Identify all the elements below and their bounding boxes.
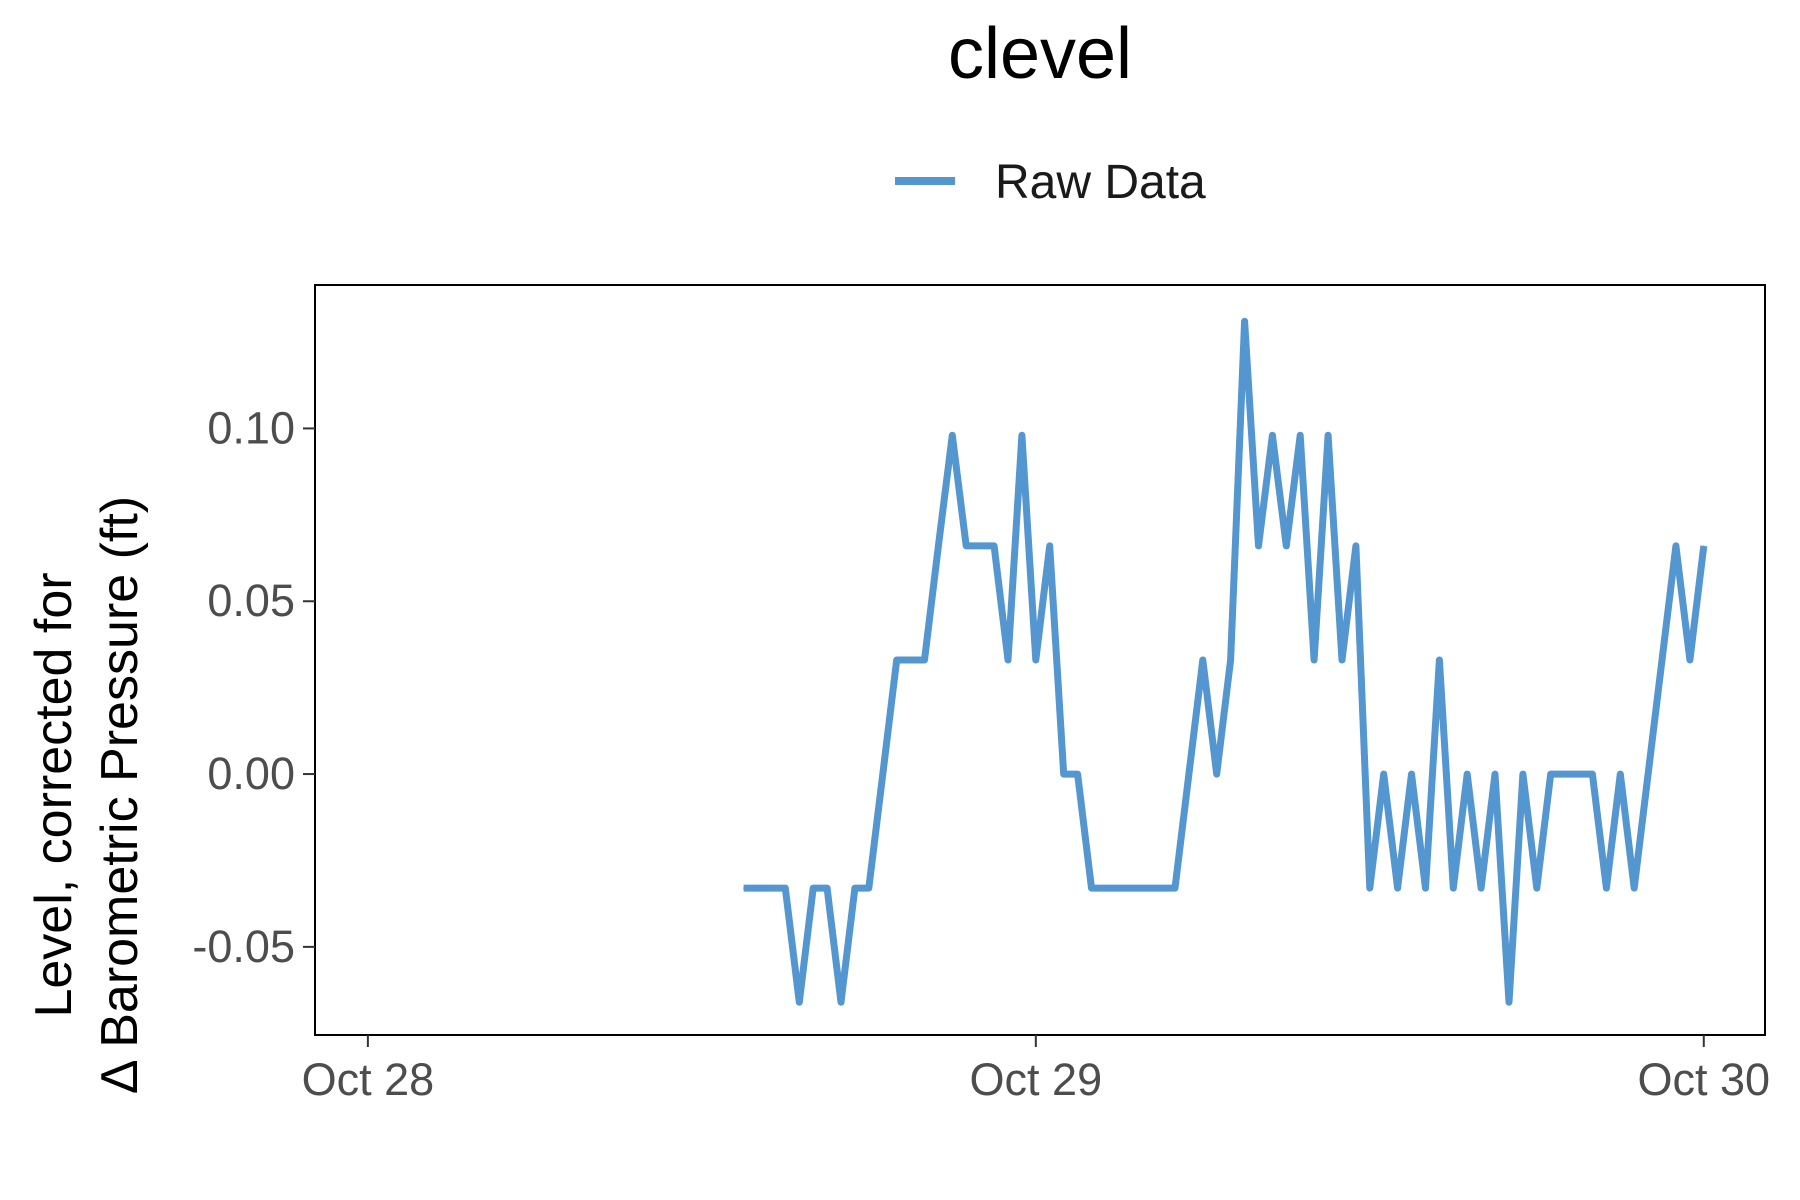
data-point	[1146, 887, 1148, 889]
data-point	[1425, 887, 1426, 889]
data-point	[882, 773, 884, 775]
data-point	[924, 659, 925, 661]
data-point	[1689, 659, 1691, 661]
data-point	[1132, 887, 1134, 889]
data-point	[1550, 773, 1552, 775]
data-point	[1703, 545, 1705, 547]
data-point	[1397, 887, 1399, 889]
data-point	[1007, 659, 1009, 661]
y-tick-label: -0.05	[192, 921, 295, 972]
data-point	[1063, 773, 1065, 775]
y-tick-label: 0.00	[207, 748, 295, 799]
data-point	[1647, 773, 1649, 775]
data-point	[1341, 659, 1343, 661]
data-point	[1258, 545, 1259, 547]
data-point	[993, 545, 995, 547]
data-point	[965, 545, 967, 547]
y-axis: -0.05 0.00 0.05 0.10	[192, 402, 315, 972]
data-point	[1104, 887, 1106, 889]
data-point	[1383, 773, 1385, 775]
y-axis-title-line-1: Level, corrected for	[25, 572, 83, 1017]
data-point	[1077, 773, 1079, 775]
data-point	[1202, 659, 1204, 661]
data-point	[1216, 773, 1218, 775]
data-point	[1411, 773, 1412, 775]
data-point	[1675, 545, 1677, 547]
data-point	[937, 545, 939, 547]
data-point	[1536, 887, 1538, 889]
data-point	[1285, 545, 1287, 547]
data-point	[1452, 887, 1454, 889]
plot-panel-border	[314, 284, 1766, 1036]
chart-title: clevel	[948, 14, 1132, 94]
data-point	[854, 887, 856, 889]
data-point	[1480, 887, 1482, 889]
data-point	[1466, 773, 1468, 775]
series-layer	[743, 317, 1708, 1006]
data-point	[757, 887, 758, 889]
series-line-raw-data	[743, 317, 1708, 1006]
data-point	[1522, 773, 1524, 775]
y-tick-label: 0.05	[207, 575, 295, 626]
data-point	[840, 1001, 842, 1003]
data-point	[1091, 887, 1092, 889]
data-point	[1230, 659, 1232, 661]
data-point	[1355, 545, 1357, 547]
data-point	[1188, 773, 1190, 775]
x-tick-label: Oct 28	[302, 1054, 435, 1105]
data-point	[1369, 887, 1371, 889]
y-tick-label: 0.10	[207, 402, 295, 453]
data-point	[1174, 887, 1176, 889]
data-point	[1605, 887, 1607, 889]
data-point	[1327, 434, 1329, 436]
data-point	[743, 887, 745, 889]
data-point	[826, 887, 828, 889]
data-point	[1299, 434, 1301, 436]
data-point	[1591, 773, 1593, 775]
data-point	[979, 545, 981, 547]
y-axis-title: Level, corrected for Δ Barometric Pressu…	[25, 496, 149, 1094]
x-tick-label: Oct 30	[1637, 1054, 1770, 1105]
data-point	[784, 887, 786, 889]
data-point	[1633, 887, 1635, 889]
data-point	[1564, 773, 1566, 775]
x-tick-label: Oct 29	[970, 1054, 1103, 1105]
data-point	[1035, 659, 1037, 661]
data-point	[910, 659, 912, 661]
data-point	[812, 887, 814, 889]
data-point	[1049, 545, 1051, 547]
data-point	[1244, 320, 1246, 322]
data-point	[896, 659, 898, 661]
data-point	[1438, 659, 1440, 661]
legend-label-raw-data: Raw Data	[995, 156, 1206, 209]
data-point	[1118, 887, 1120, 889]
data-point	[1578, 773, 1579, 775]
data-point	[770, 887, 772, 889]
data-point	[951, 434, 953, 436]
data-point	[1661, 659, 1663, 661]
data-point	[1160, 887, 1162, 889]
x-axis: Oct 28 Oct 29 Oct 30	[302, 1035, 1770, 1105]
data-point	[1619, 773, 1621, 775]
data-point	[1494, 773, 1496, 775]
y-axis-title-line-2: Δ Barometric Pressure (ft)	[91, 496, 149, 1094]
data-point	[798, 1001, 800, 1003]
data-point	[1021, 434, 1023, 436]
data-point	[1508, 1001, 1510, 1003]
legend: Raw Data	[895, 156, 1206, 209]
data-point	[1271, 434, 1273, 436]
data-point	[868, 887, 870, 889]
data-point	[1313, 659, 1315, 661]
